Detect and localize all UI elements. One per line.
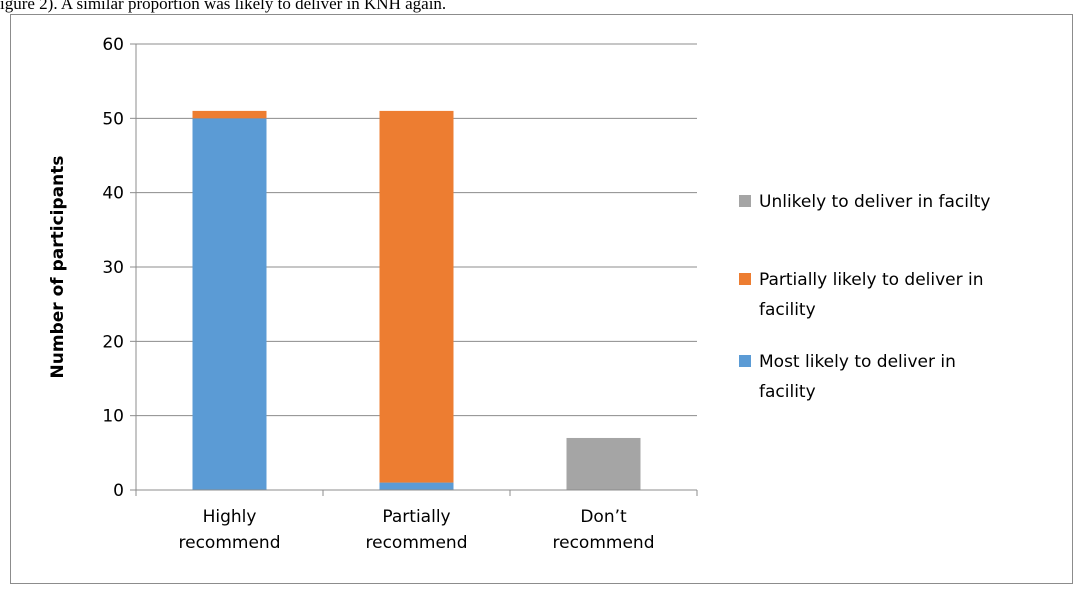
legend-label: Partially likely to deliver in facility [759, 270, 984, 320]
document-caption-fragment: igure 2). A similar proportion was likel… [0, 0, 447, 13]
x-tick-label-line: recommend [366, 533, 468, 553]
bar-segment [379, 110, 454, 483]
y-tick-label: 0 [113, 481, 124, 501]
legend-label-line: Most likely to deliver in [759, 352, 956, 372]
legend-label-line: Partially likely to deliver in [759, 270, 984, 290]
x-tick-label-line: Partially [382, 507, 450, 527]
legend-label: Unlikely to deliver in facilty [759, 192, 990, 212]
y-tick-label: 20 [102, 332, 124, 352]
x-tick-label-line: recommend [179, 533, 281, 553]
chart-frame: 0 10 20 30 40 50 60 Highly recommend Partially re… [10, 14, 1073, 584]
x-tick-label-line: recommend [553, 533, 655, 553]
legend-label-line: facility [759, 382, 816, 402]
bars [192, 110, 641, 490]
y-tick-label: 10 [102, 407, 124, 427]
bar-segment [379, 482, 454, 490]
legend-swatch [739, 273, 751, 285]
bar-segment [192, 118, 267, 490]
legend-label: Most likely to deliver in facility [759, 352, 956, 402]
legend-swatch [739, 195, 751, 207]
x-tick-label: Partially recommend [366, 507, 468, 553]
stacked-bar-chart: 0 10 20 30 40 50 60 Highly recommend Partially re… [48, 35, 990, 553]
legend-label-line: facility [759, 300, 816, 320]
legend-label-line: Unlikely to deliver in facilty [759, 192, 990, 212]
x-tick-label-line: Highly [203, 507, 257, 527]
x-tick-label-line: Don’t [580, 507, 627, 527]
legend: Unlikely to deliver in facilty Partially … [739, 192, 990, 402]
x-tick-labels: Highly recommend Partially recommend Don’t re… [179, 507, 655, 553]
y-tick-label: 40 [102, 184, 124, 204]
legend-swatch [739, 355, 751, 367]
x-tick-label: Don’t recommend [553, 507, 655, 553]
y-tick-label: 50 [102, 109, 124, 129]
bar-segment [192, 110, 267, 119]
y-axis-label: Number of participants [48, 156, 68, 379]
bar-segment [566, 437, 641, 490]
y-tick-label: 30 [102, 258, 124, 278]
y-tick-label: 60 [102, 35, 124, 55]
x-tick-label: Highly recommend [179, 507, 281, 553]
y-tick-labels: 0 10 20 30 40 50 60 [102, 35, 124, 501]
axes [135, 44, 698, 496]
